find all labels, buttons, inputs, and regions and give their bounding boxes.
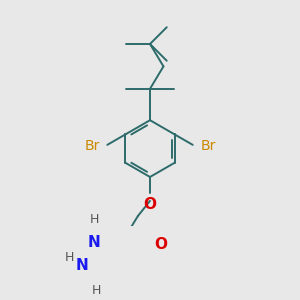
Text: H: H xyxy=(64,251,74,264)
Text: N: N xyxy=(75,258,88,273)
Text: O: O xyxy=(143,197,157,212)
Text: O: O xyxy=(154,238,167,253)
Text: H: H xyxy=(90,213,99,226)
Text: Br: Br xyxy=(200,139,216,153)
Text: N: N xyxy=(87,235,100,250)
Text: H: H xyxy=(92,284,101,297)
Text: Br: Br xyxy=(84,139,100,153)
